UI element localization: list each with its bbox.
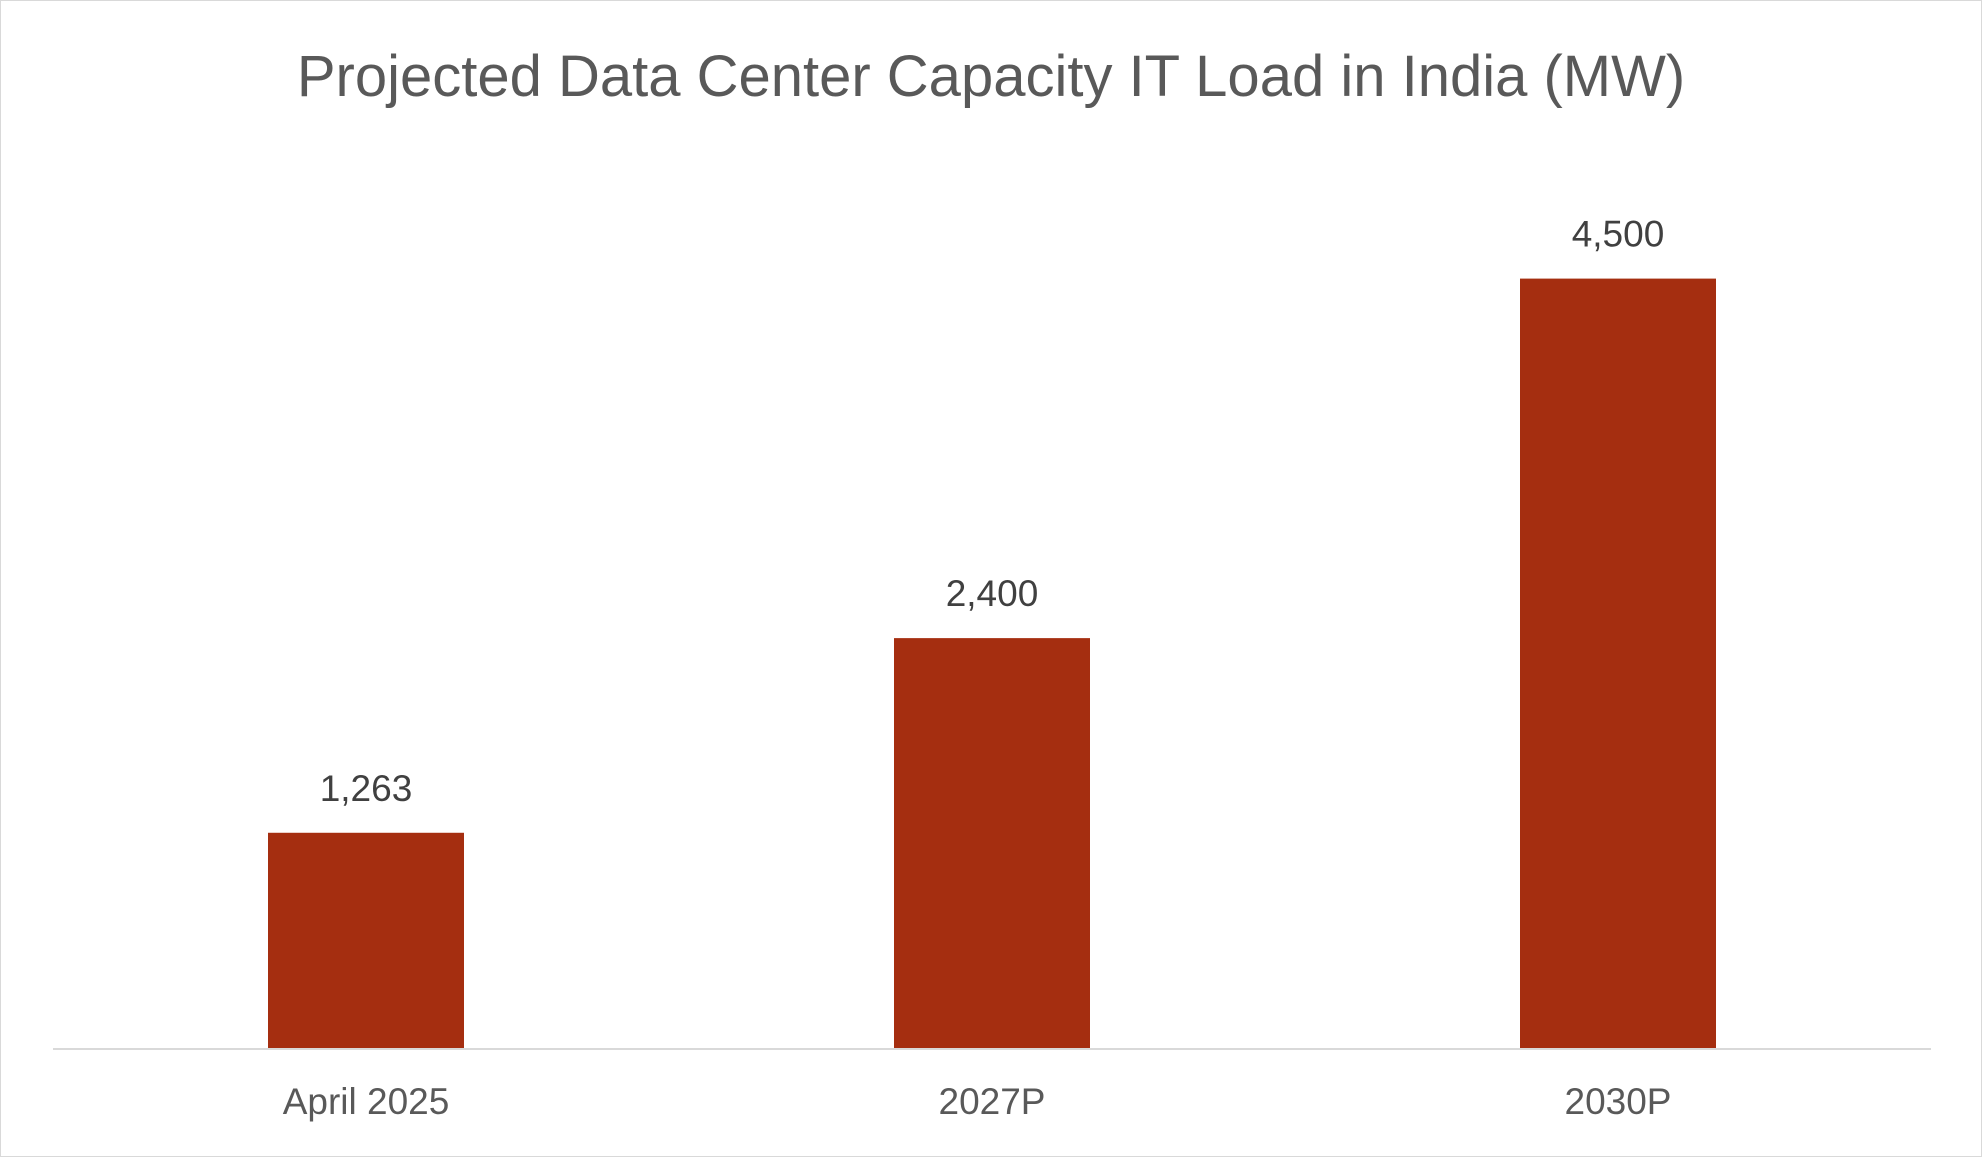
x-tick-label-2: 2030P (1565, 1081, 1672, 1122)
x-tick-label-1: 2027P (939, 1081, 1046, 1122)
labels-layer: 1,263 April 2025 2,400 2027P 4,500 2030P (283, 214, 1672, 1122)
bar-0 (268, 832, 464, 1049)
chart-title: Projected Data Center Capacity IT Load i… (297, 44, 1685, 109)
data-label-2: 4,500 (1572, 214, 1665, 255)
bars-layer (268, 278, 1716, 1050)
data-label-0: 1,263 (320, 768, 413, 809)
bar-1 (894, 638, 1090, 1049)
data-label-1: 2,400 (946, 573, 1039, 614)
bar-2 (1520, 278, 1716, 1050)
x-tick-label-0: April 2025 (283, 1081, 450, 1122)
